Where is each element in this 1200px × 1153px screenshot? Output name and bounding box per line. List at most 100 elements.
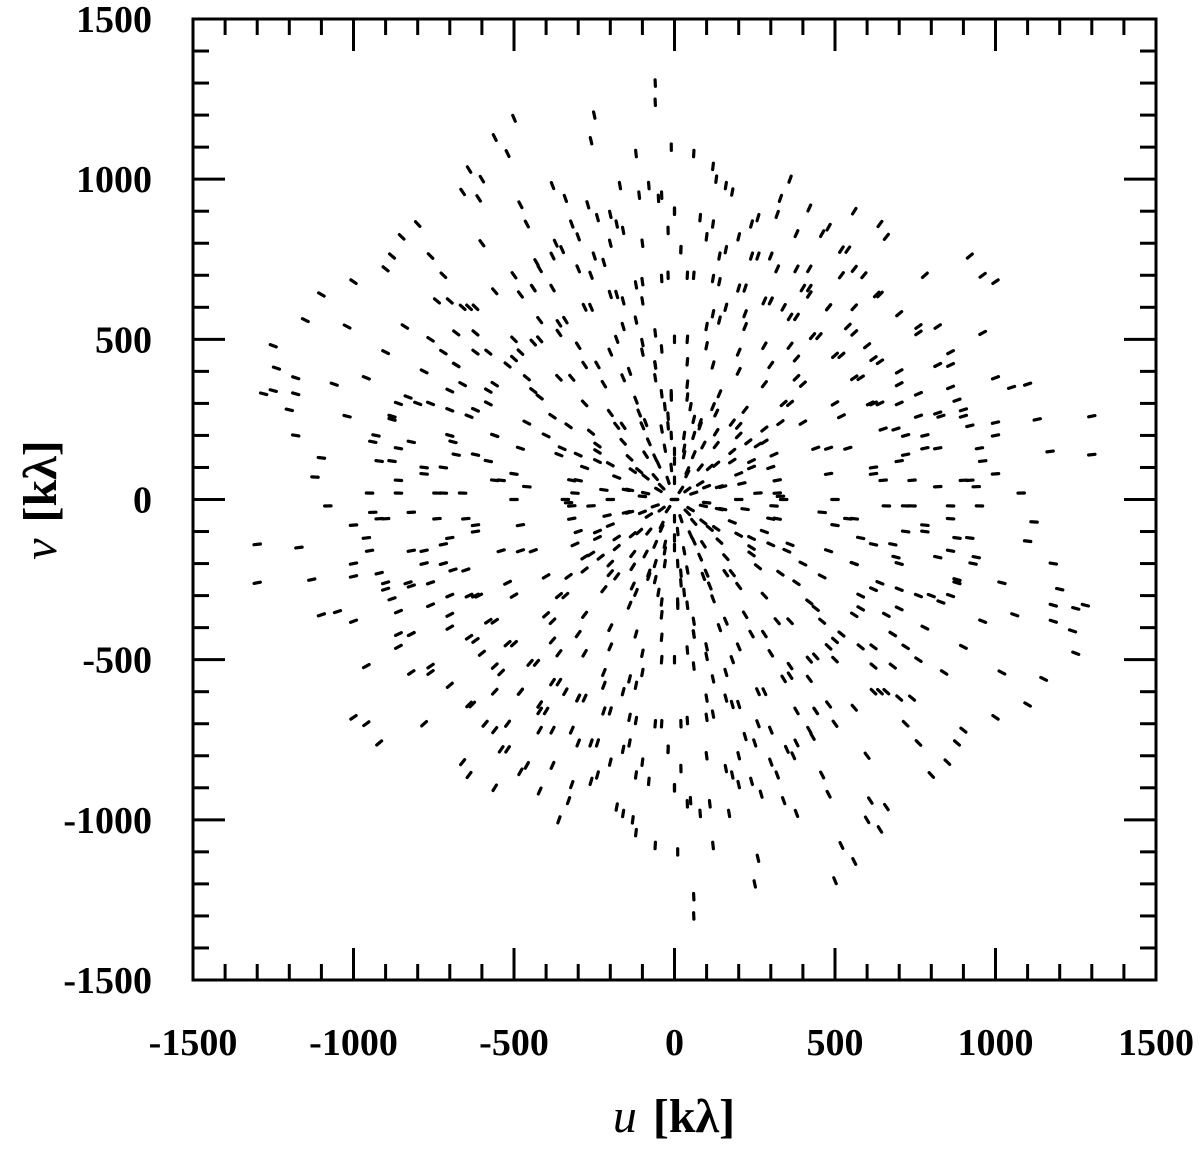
data-point-conjugate	[659, 344, 664, 354]
tick-labels: -1500 -1000 -500 0 500 1000 1500 -1500 -1000 -500…	[63, 0, 1194, 1064]
data-point-conjugate	[823, 471, 834, 476]
data-point	[805, 290, 813, 299]
data-point	[741, 405, 749, 414]
data-point	[952, 397, 962, 403]
data-point-conjugate	[541, 432, 551, 439]
data-point-conjugate	[888, 630, 898, 638]
data-point-conjugate	[825, 789, 832, 799]
data-point	[714, 174, 719, 184]
y-tick-label: 1000	[76, 159, 152, 201]
data-point	[849, 560, 859, 567]
data-point-conjugate	[752, 879, 758, 889]
data-point-conjugate	[342, 413, 352, 419]
data-point-conjugate	[406, 583, 416, 589]
data-point-conjugate	[640, 757, 645, 767]
data-point	[633, 395, 639, 405]
data-point-conjugate	[349, 713, 358, 721]
data-point-conjugate	[636, 408, 642, 418]
data-point-conjugate	[628, 531, 637, 539]
data-point	[793, 264, 800, 274]
data-point-conjugate	[825, 222, 832, 232]
data-point	[978, 271, 987, 279]
data-point-conjugate	[837, 630, 846, 638]
data-point-conjugate	[913, 413, 924, 419]
data-point-conjugate	[726, 808, 732, 819]
data-point-conjugate	[876, 219, 884, 229]
data-point	[728, 447, 737, 456]
data-point	[581, 360, 588, 370]
data-point	[619, 421, 627, 431]
data-point-conjugate	[613, 572, 621, 581]
data-point	[445, 407, 455, 413]
data-point	[300, 317, 310, 324]
data-point-conjugate	[523, 219, 530, 229]
data-point	[806, 283, 813, 293]
data-point	[734, 471, 744, 477]
data-point-conjugate	[805, 674, 813, 684]
data-point	[850, 374, 859, 382]
data-point	[464, 413, 474, 420]
data-point	[920, 529, 930, 534]
data-point-conjugate	[620, 225, 626, 236]
data-point	[381, 349, 391, 356]
x-tick-label: 1500	[1118, 1022, 1194, 1064]
data-point	[536, 786, 543, 796]
data-point-conjugate	[685, 356, 690, 367]
data-point-conjugate	[830, 523, 840, 528]
data-point-conjugate	[768, 757, 774, 767]
data-point-conjugate	[562, 315, 569, 325]
data-point-conjugate	[1067, 628, 1078, 634]
data-point	[705, 524, 714, 532]
data-point-conjugate	[812, 652, 820, 661]
data-point-conjugate	[1071, 650, 1081, 657]
data-point-conjugate	[588, 302, 594, 312]
data-point	[387, 252, 397, 260]
data-point-conjugate	[990, 472, 1001, 476]
data-point	[704, 712, 709, 723]
data-point	[914, 323, 923, 330]
data-point	[900, 432, 911, 438]
data-point-conjugate	[646, 180, 651, 191]
data-point	[707, 799, 712, 809]
data-point	[504, 745, 511, 754]
data-point-conjugate	[974, 446, 985, 451]
data-point	[1087, 413, 1097, 419]
data-point	[761, 296, 768, 306]
data-point-conjugate	[798, 419, 808, 426]
data-point-conjugate	[843, 445, 853, 451]
data-point-conjugate	[509, 354, 519, 363]
data-point	[895, 694, 904, 702]
data-point-conjugate	[734, 531, 744, 538]
data-point	[872, 290, 881, 299]
data-point	[888, 662, 897, 670]
data-point	[653, 360, 658, 370]
data-point	[657, 505, 666, 513]
data-point	[621, 808, 626, 819]
data-point	[629, 549, 637, 559]
data-point-conjugate	[348, 618, 359, 624]
data-point-conjugate	[844, 245, 852, 254]
data-point-conjugate	[470, 523, 481, 528]
data-point-conjugate	[742, 309, 748, 319]
data-point-conjugate	[691, 629, 696, 639]
data-point-conjugate	[691, 616, 696, 626]
data-point-conjugate	[471, 303, 480, 312]
data-point	[586, 428, 596, 436]
data-point-conjugate	[646, 776, 651, 787]
data-point	[702, 483, 712, 490]
data-point	[400, 323, 410, 330]
data-point	[549, 677, 556, 687]
data-point	[478, 174, 486, 184]
data-point	[901, 643, 910, 651]
data-point	[594, 738, 601, 748]
data-point-conjugate	[592, 458, 602, 465]
data-point	[640, 238, 645, 249]
data-point-conjugate	[291, 391, 301, 397]
data-point-conjugate	[637, 190, 642, 200]
data-point	[445, 611, 455, 618]
data-point	[601, 680, 607, 690]
data-point-conjugate	[461, 516, 471, 521]
x-axis-label: u [kλ]	[613, 1090, 735, 1143]
data-point-conjugate	[483, 458, 494, 464]
data-point-conjugate	[620, 296, 626, 306]
